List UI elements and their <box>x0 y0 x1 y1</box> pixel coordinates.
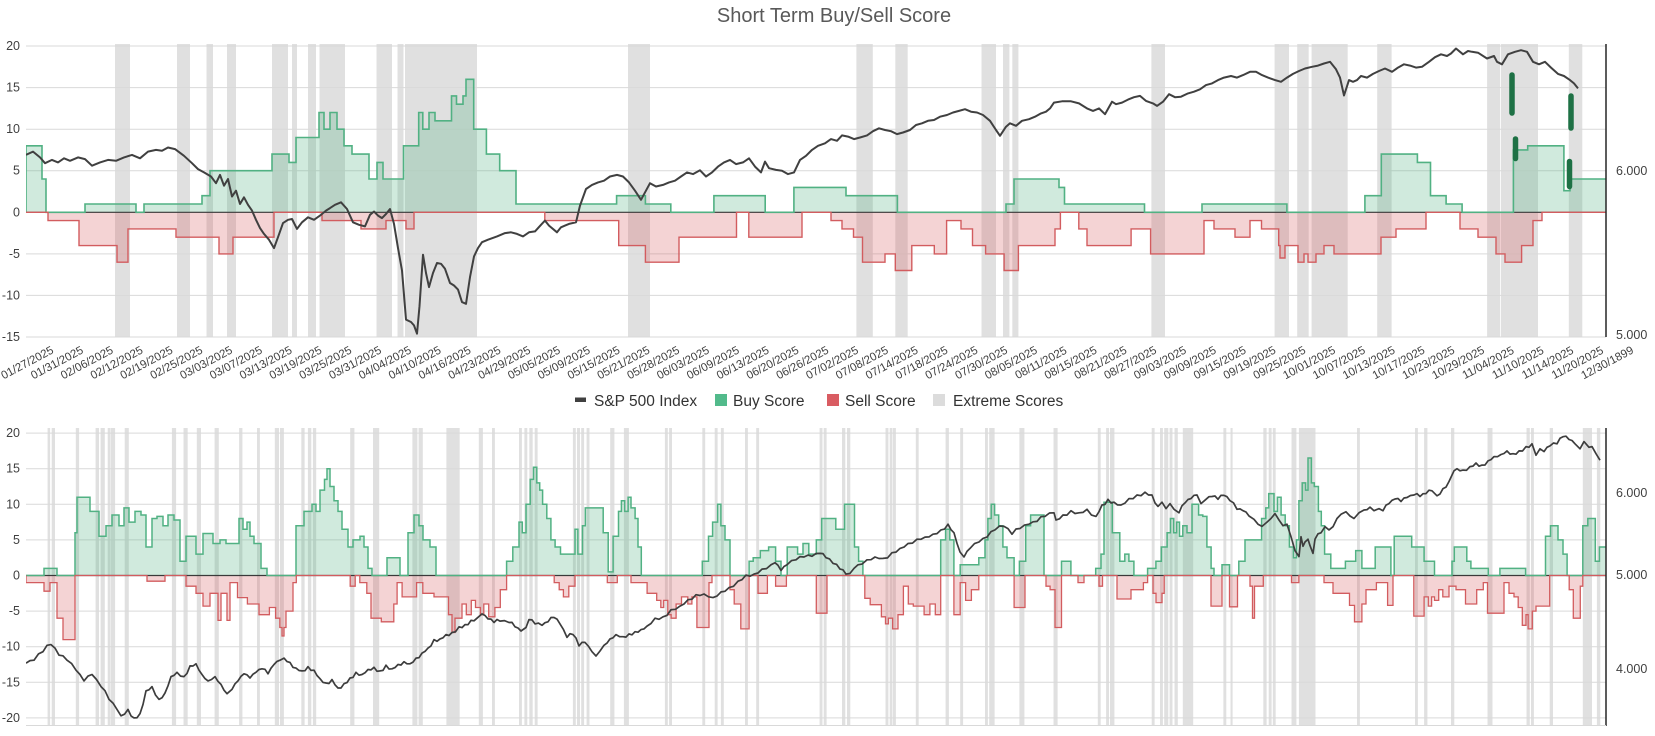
svg-text:Buy Score: Buy Score <box>733 393 805 410</box>
svg-text:-10: -10 <box>2 640 20 654</box>
svg-text:10: 10 <box>6 497 20 511</box>
svg-text:-10: -10 <box>2 288 20 302</box>
svg-text:15: 15 <box>6 462 20 476</box>
svg-text:-5: -5 <box>9 247 20 261</box>
svg-text:5.000: 5.000 <box>1616 328 1647 342</box>
svg-text:6.000: 6.000 <box>1616 164 1647 178</box>
svg-text:6.000: 6.000 <box>1616 486 1647 500</box>
svg-text:0: 0 <box>13 205 20 219</box>
svg-text:5: 5 <box>13 533 20 547</box>
svg-text:-20: -20 <box>2 711 20 725</box>
svg-text:Extreme Scores: Extreme Scores <box>953 393 1064 410</box>
svg-text:20: 20 <box>6 426 20 440</box>
svg-text:5.000: 5.000 <box>1616 568 1647 582</box>
svg-text:-15: -15 <box>2 675 20 689</box>
svg-text:-5: -5 <box>9 604 20 618</box>
svg-text:20: 20 <box>6 39 20 53</box>
svg-text:10: 10 <box>6 122 20 136</box>
svg-text:Short Term Buy/Sell Score: Short Term Buy/Sell Score <box>717 5 951 27</box>
svg-text:5: 5 <box>13 164 20 178</box>
svg-text:4.000: 4.000 <box>1616 662 1647 676</box>
svg-text:0: 0 <box>13 569 20 583</box>
svg-text:-15: -15 <box>2 330 20 344</box>
svg-text:Sell Score: Sell Score <box>845 393 916 410</box>
svg-text:S&P 500 Index: S&P 500 Index <box>594 393 697 410</box>
svg-text:15: 15 <box>6 81 20 95</box>
